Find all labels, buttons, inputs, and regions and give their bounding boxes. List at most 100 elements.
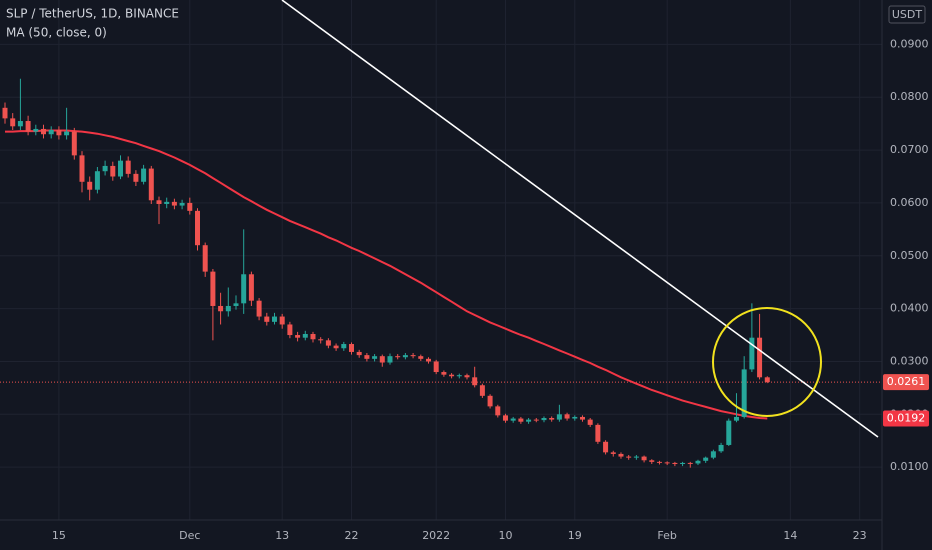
ma-price-tag (883, 410, 929, 427)
candle-body (757, 337, 763, 378)
candle-body (17, 121, 23, 127)
candle-body (502, 415, 508, 421)
symbol-title: SLP / TetherUS, 1D, BINANCE (6, 7, 179, 21)
x-tick-label: Feb (657, 529, 676, 542)
candle-body (271, 316, 277, 322)
candle-body (402, 355, 408, 358)
candle-body (710, 451, 716, 458)
candle-body (618, 453, 624, 457)
candle-body (348, 344, 354, 352)
y-tick-label: 0.0400 (890, 302, 929, 315)
candle-body (187, 202, 193, 211)
last-price-tag (883, 374, 929, 391)
candle-body (94, 171, 100, 190)
x-tick-label: 22 (344, 529, 358, 542)
candle-body (664, 462, 670, 464)
candle-body (148, 168, 154, 201)
x-tick-label: 2022 (422, 529, 450, 542)
candle-body (133, 173, 139, 182)
candle-body (225, 305, 231, 312)
candle-body (248, 274, 254, 301)
trend-line[interactable] (281, 0, 879, 438)
candle-body (587, 419, 593, 425)
last-price-label: 0.0261 (887, 375, 926, 388)
candle-body (87, 181, 93, 190)
candle-body (125, 160, 131, 174)
candle-body (487, 395, 493, 407)
candle-body (433, 361, 439, 373)
candle-body (395, 356, 401, 358)
candle-body (726, 420, 732, 445)
candle-body (425, 358, 431, 362)
candle-body (256, 300, 262, 317)
candle-body (194, 210, 200, 246)
candle-body (210, 271, 216, 306)
candle-body (71, 131, 77, 156)
candle-body (325, 340, 331, 346)
candle-body (610, 452, 616, 454)
candle-body (510, 418, 516, 421)
highlight-circle[interactable] (712, 307, 822, 417)
candle-body (110, 165, 116, 177)
candle-body (102, 165, 108, 172)
candle-body (2, 107, 8, 119)
y-tick-label: 0.0800 (890, 90, 929, 103)
candle-body (687, 462, 693, 464)
candle-body (595, 424, 601, 442)
candle-body (549, 418, 555, 420)
currency-label: USDT (892, 8, 923, 21)
candle-body (164, 201, 170, 204)
candle-body (264, 316, 270, 322)
candle-body (479, 385, 485, 396)
candle-body (287, 324, 293, 336)
candle-body (456, 375, 462, 377)
candle-body (449, 374, 455, 377)
candle-body (41, 128, 47, 135)
candles (2, 78, 770, 468)
candle-body (179, 202, 185, 206)
candle-body (472, 377, 478, 386)
candle-body (656, 461, 662, 463)
candle-body (279, 316, 285, 325)
candle-body (310, 333, 316, 340)
candle-body (672, 462, 678, 464)
moving-average (5, 129, 768, 420)
candle-body (318, 339, 324, 341)
candle-body (156, 200, 162, 204)
candle-body (626, 456, 632, 458)
candle-body (518, 418, 524, 422)
candle-body (171, 201, 177, 206)
candle-body (387, 356, 393, 363)
x-tick-label: 15 (52, 529, 66, 542)
candle-body (579, 416, 585, 420)
y-tick-label: 0.0500 (890, 249, 929, 262)
price-tags: 0.0192 0.0261 (883, 374, 929, 427)
candle-body (333, 345, 339, 349)
x-tick-label: 19 (568, 529, 582, 542)
ma-price-label: 0.0192 (887, 412, 926, 425)
candle-body (649, 460, 655, 462)
candle-body (364, 355, 370, 359)
grid (0, 0, 882, 520)
candle-body (141, 168, 147, 182)
y-tick-label: 0.0900 (890, 37, 929, 50)
y-tick-label: 0.0700 (890, 143, 929, 156)
candle-body (695, 460, 701, 464)
candle-body (556, 414, 562, 420)
candle-body (233, 303, 239, 306)
candle-body (718, 444, 724, 452)
candle-body (764, 377, 770, 383)
y-tick-label: 0.0100 (890, 460, 929, 473)
candle-body (541, 418, 547, 421)
candle-body (641, 456, 647, 461)
candle-body (526, 419, 532, 422)
candle-body (218, 305, 224, 312)
x-tick-label: 13 (275, 529, 289, 542)
candle-body (25, 121, 31, 132)
x-tick-label: 10 (498, 529, 512, 542)
candle-body (441, 372, 447, 375)
candle-body (64, 131, 70, 136)
currency-box[interactable] (888, 5, 926, 24)
